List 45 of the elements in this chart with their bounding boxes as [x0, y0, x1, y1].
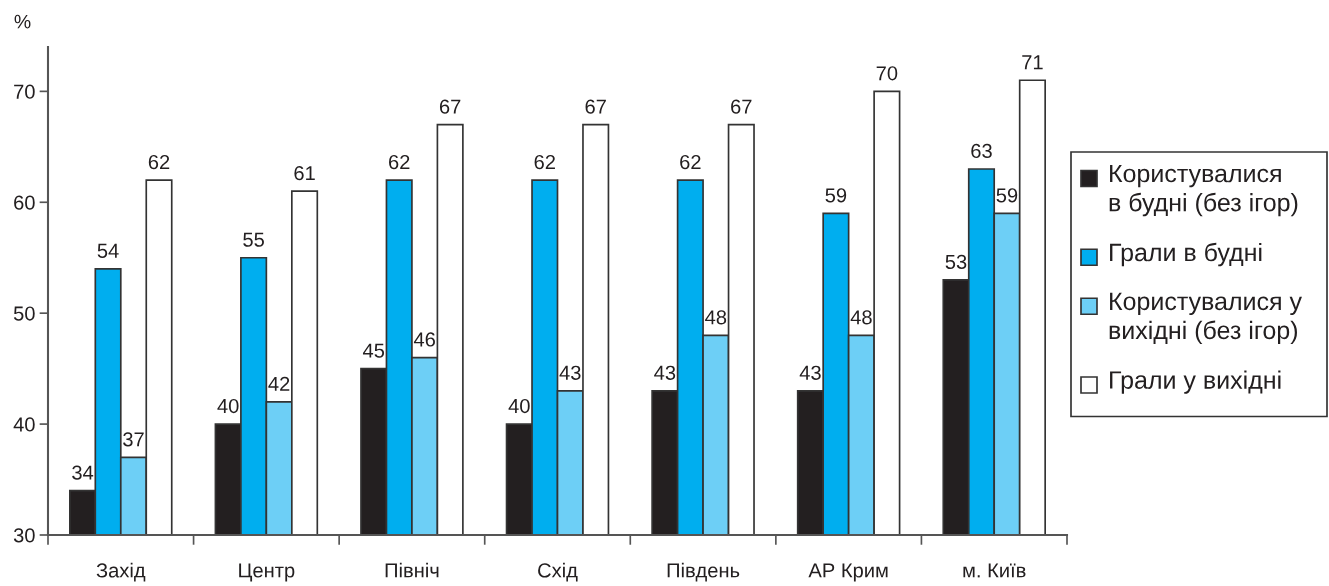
data-label: 62 — [680, 154, 701, 170]
data-label: 43 — [799, 365, 821, 380]
legend-label: Користувалися у вихідні (без ігор) — [1109, 292, 1302, 345]
data-label: 59 — [996, 188, 1018, 203]
x-tick-label: Захід — [96, 562, 146, 582]
y-tick-label: 30 — [13, 528, 35, 543]
legend-label: Користувалися в будні (без ігор) — [1109, 164, 1298, 217]
data-label: 61 — [294, 166, 315, 181]
data-label: 48 — [850, 310, 872, 325]
data-label: 55 — [243, 232, 264, 247]
data-label: 54 — [97, 243, 119, 258]
y-tick-label: 50 — [13, 306, 35, 321]
data-label: 48 — [705, 310, 727, 325]
data-label: 62 — [389, 154, 410, 170]
x-tick-label: Північ — [385, 562, 439, 578]
y-tick-label: 40 — [13, 417, 35, 432]
data-label: 63 — [971, 143, 992, 159]
data-label: 40 — [508, 398, 530, 414]
y-axis-title: % — [14, 14, 31, 29]
legend-label: Грали у вихідні — [1110, 370, 1281, 394]
data-label: 67 — [585, 99, 606, 114]
data-label: 53 — [945, 254, 967, 269]
x-tick-label: Центр — [239, 563, 295, 582]
data-label: 59 — [825, 188, 847, 203]
y-tick-label: 60 — [14, 195, 35, 210]
data-label: 43 — [654, 365, 676, 380]
x-tick-label: Схід — [538, 562, 578, 582]
data-label: 67 — [439, 99, 461, 114]
x-tick-label: АР Крим — [808, 563, 888, 582]
data-label: 43 — [559, 365, 581, 380]
data-label: 67 — [731, 99, 752, 114]
data-label: 40 — [217, 398, 239, 414]
data-label: 62 — [534, 154, 555, 170]
data-label: 45 — [362, 343, 385, 358]
data-label: 62 — [148, 154, 170, 170]
data-label: 37 — [123, 432, 144, 447]
data-label: 34 — [72, 465, 94, 480]
data-label: 46 — [413, 332, 435, 347]
legend-label: Грали в будні — [1110, 242, 1262, 267]
y-tick-label: 70 — [14, 84, 35, 99]
data-label: 70 — [876, 66, 898, 81]
data-label: 42 — [268, 376, 290, 391]
data-label: 71 — [1022, 55, 1043, 70]
x-tick-label: м. Київ — [963, 563, 1026, 578]
x-tick-label: Південь — [667, 562, 740, 582]
